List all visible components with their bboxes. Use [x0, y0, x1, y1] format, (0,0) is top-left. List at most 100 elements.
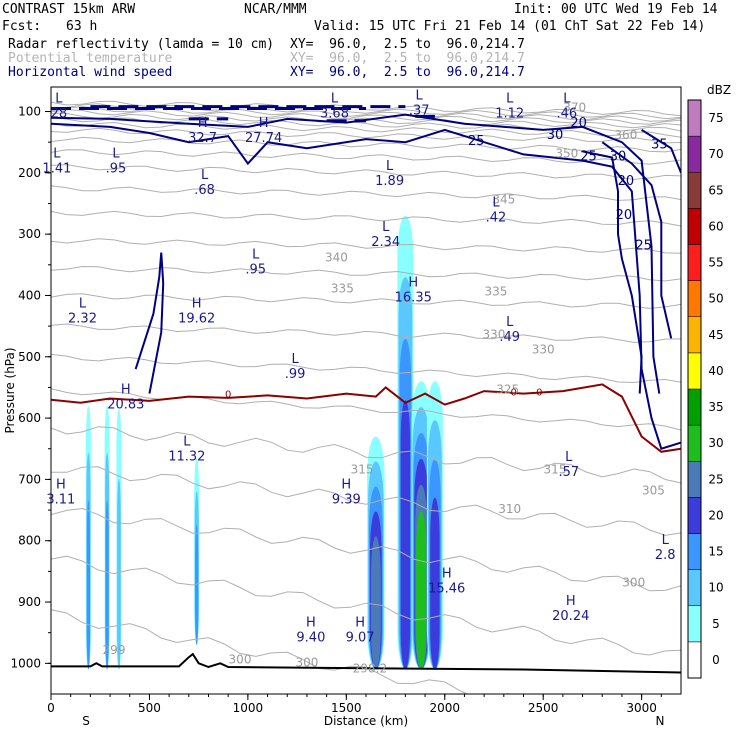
colorbar-label-11: 55 — [708, 256, 723, 270]
field-name-reflectivity: Radar reflectivity (lamda = 10 cm) — [8, 37, 275, 52]
extremum-value-2: .95 — [106, 162, 127, 177]
theta-label: 360 — [614, 128, 637, 142]
x-tick-label: 2500 — [528, 701, 559, 715]
colorbar-label-3: 15 — [708, 545, 723, 559]
extremum-value-26: 20.24 — [552, 609, 589, 624]
extremum-value-25: 15.46 — [428, 582, 465, 597]
y-tick-label: 500 — [18, 350, 41, 364]
theta-contour — [51, 238, 681, 254]
colorbar-swatch-9 — [687, 316, 702, 354]
colorbar-swatch-1 — [687, 605, 702, 643]
theta-label: 325 — [496, 383, 519, 397]
wind-label: 35 — [651, 137, 668, 152]
extremum-kind-10: L — [386, 159, 394, 174]
wind-label: 20 — [618, 174, 635, 189]
extremum-kind-23: H — [341, 478, 351, 493]
theta-label: 300 — [622, 576, 645, 590]
theta-label: 345 — [492, 192, 515, 206]
extremum-value-13: .95 — [245, 263, 266, 278]
reflectivity-cell-6-level-6 — [415, 510, 427, 670]
extremum-kind-11: L — [492, 196, 500, 211]
colorbar-swatch-14 — [687, 135, 702, 173]
theta-contour — [51, 555, 681, 656]
theta-contour — [51, 466, 681, 536]
colorbar-label-13: 65 — [708, 183, 723, 197]
theta-contour — [51, 112, 681, 129]
colorbar-label-5: 25 — [708, 472, 723, 486]
extremum-kind-18: L — [292, 352, 300, 367]
extremum-kind-6: L — [416, 88, 424, 103]
valid-time: Valid: 15 UTC Fri 21 Feb 14 (01 ChT Sat … — [314, 19, 706, 34]
extremum-value-16: 16.35 — [395, 290, 432, 305]
wind-label: 25 — [635, 238, 652, 253]
colorbar-label-10: 50 — [708, 292, 723, 306]
reflectivity-cell-5-level-4 — [400, 400, 411, 670]
colorbar-swatch-2 — [687, 569, 702, 606]
colorbar-label-7: 35 — [708, 400, 723, 414]
colorbar-label-0: 0 — [712, 653, 720, 667]
extremum-value-5: 3.68 — [320, 106, 349, 121]
theta-label: 315 — [544, 462, 567, 476]
reflectivity-cell-7-level-4 — [430, 497, 440, 670]
wind-label: 25 — [580, 150, 597, 165]
extremum-kind-22: H — [56, 478, 66, 493]
theta-contour — [51, 507, 681, 592]
theta-label: 310 — [498, 502, 521, 516]
y-tick-label: 1000 — [10, 656, 41, 670]
extremum-kind-1: L — [53, 147, 61, 162]
colorbar-swatch-4 — [687, 497, 702, 534]
colorbar-label-2: 10 — [708, 581, 723, 595]
theta-contour — [51, 323, 681, 343]
extremum-kind-20: L — [183, 435, 191, 450]
theta-label: 330 — [483, 327, 506, 341]
extremum-kind-16: H — [408, 275, 418, 290]
wind-label: 20 — [570, 116, 587, 131]
extremum-value-23: 9.39 — [332, 493, 361, 508]
theta-contour — [51, 609, 512, 694]
terrain-line — [51, 652, 681, 674]
extremum-value-24: 2.8 — [655, 548, 676, 563]
wind-layer — [51, 105, 681, 450]
x-tick-label: 2000 — [429, 701, 460, 715]
colorbar-label-6: 30 — [708, 436, 723, 450]
colorbar-swatch-10 — [687, 280, 702, 317]
wind-label: 30 — [547, 128, 564, 143]
colorbar: dBZ 0 5 10 15 20 25 30 35 40 45 50 55 60 65 70 75 — [687, 83, 731, 679]
extremum-kind-3: H — [198, 116, 208, 131]
x-tick-label: 500 — [138, 701, 161, 715]
colorbar-swatch-11 — [687, 244, 702, 281]
model-title: CONTRAST 15km ARW — [2, 2, 136, 17]
field-xy-theta: XY= 96.0, 2.5 to 96.0,214.7 — [290, 51, 525, 66]
x-tick-label: 0 — [47, 701, 55, 715]
wind-contour-2 — [582, 150, 643, 394]
theta-label: 300 — [295, 655, 318, 669]
extremum-kind-4: H — [259, 116, 269, 131]
extremum-kind-27: H — [306, 616, 316, 631]
extremum-value-1: 1.41 — [42, 162, 71, 177]
field-xy-wind: XY= 96.0, 2.5 to 96.0,214.7 — [290, 65, 525, 80]
organization-label: NCAR/MMM — [244, 2, 307, 17]
wind-contour-4 — [641, 129, 681, 174]
colorbar-swatch-7 — [687, 388, 702, 426]
theta-contour — [51, 136, 681, 153]
theta-label: 305 — [642, 484, 665, 498]
theta-label: 335 — [484, 284, 507, 298]
extremum-kind-15: H — [192, 297, 202, 312]
y-tick-label: 100 — [18, 105, 41, 119]
colorbar-unit: dBZ — [707, 83, 731, 97]
colorbar-swatch-0 — [687, 641, 702, 679]
forecast-hour: 63 h — [66, 19, 98, 34]
extremum-value-6: .37 — [409, 103, 430, 118]
colorbar-label-12: 60 — [708, 219, 723, 233]
field-name-theta: Potential temperature — [8, 51, 173, 66]
theta-contour — [51, 106, 681, 122]
reflectivity-cell-3-level-3 — [195, 524, 199, 645]
extremum-value-17: .49 — [499, 330, 520, 345]
theta-label: 370 — [563, 101, 586, 115]
theta-label: 299 — [103, 643, 126, 657]
extremum-value-10: 1.89 — [375, 174, 404, 189]
colorbar-label-4: 20 — [708, 508, 723, 522]
extremum-kind-2: L — [112, 147, 120, 162]
extremum-value-11: .42 — [486, 211, 507, 226]
